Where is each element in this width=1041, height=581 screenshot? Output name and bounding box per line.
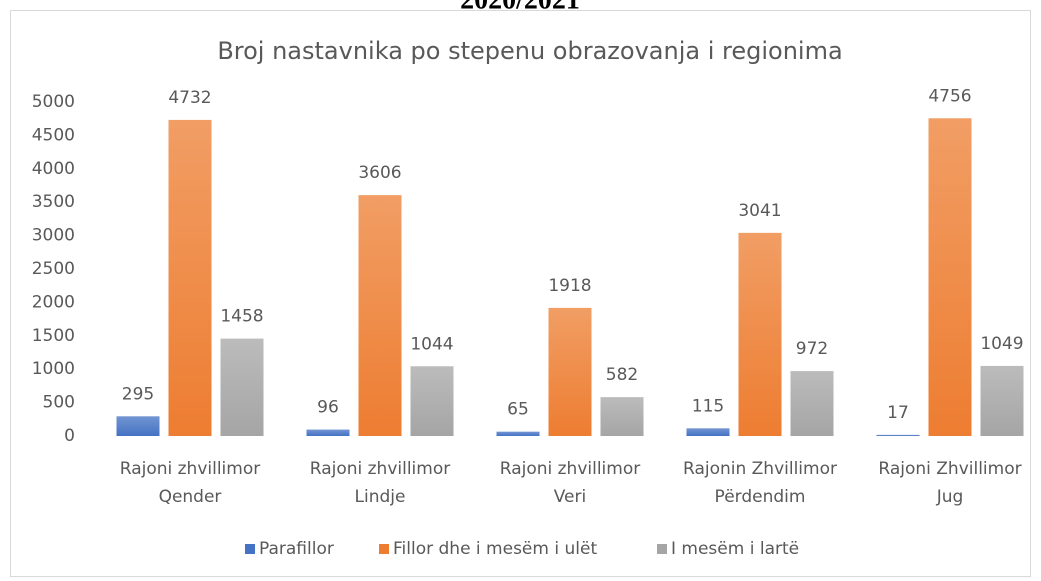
x-tick-label: Përdendim xyxy=(715,487,806,507)
bar xyxy=(980,365,1024,436)
y-tick-label: 1500 xyxy=(32,326,75,346)
data-label: 4756 xyxy=(928,86,971,106)
y-tick-label: 1000 xyxy=(32,359,75,379)
bar xyxy=(928,118,972,437)
bar xyxy=(548,307,592,436)
x-tick-label: Rajonin Zhvillimor xyxy=(683,459,837,479)
legend-label: I mesëm i lartë xyxy=(671,539,799,559)
data-label: 1044 xyxy=(410,334,453,354)
data-label: 3041 xyxy=(738,201,781,221)
x-tick-label: Veri xyxy=(554,487,586,507)
data-label: 1049 xyxy=(980,334,1023,354)
legend-label: Parafillor xyxy=(259,539,334,559)
bar xyxy=(876,434,920,436)
legend-swatch xyxy=(379,544,389,554)
data-label: 1918 xyxy=(548,276,591,296)
x-tick-label: Rajoni Zhvillimor xyxy=(878,459,1021,479)
bar xyxy=(686,428,730,436)
x-tick-label: Lindje xyxy=(355,487,406,507)
data-label: 115 xyxy=(692,396,724,416)
data-label: 295 xyxy=(122,384,154,404)
chart-title: Broj nastavnika po stepenu obrazovanja i… xyxy=(217,37,842,65)
data-label: 3606 xyxy=(358,163,401,183)
bar xyxy=(410,366,454,436)
y-tick-label: 4000 xyxy=(32,159,75,179)
bar xyxy=(168,119,212,436)
legend-swatch xyxy=(245,544,255,554)
x-tick-label: Qender xyxy=(159,487,222,507)
bar xyxy=(790,371,834,436)
legend-label: Fillor dhe i mesëm i ulët xyxy=(393,539,597,559)
bar xyxy=(220,338,264,436)
bar xyxy=(600,397,644,436)
data-label: 582 xyxy=(606,365,638,385)
y-tick-label: 2000 xyxy=(32,292,75,312)
data-label: 96 xyxy=(317,398,339,418)
bar xyxy=(358,195,402,436)
x-tick-label: Rajoni zhvillimor xyxy=(500,459,640,479)
x-tick-label: Rajoni zhvillimor xyxy=(120,459,260,479)
bar xyxy=(116,416,160,436)
y-tick-label: 500 xyxy=(43,393,75,413)
data-label: 1458 xyxy=(220,307,263,327)
y-tick-label: 5000 xyxy=(32,92,75,112)
legend-swatch xyxy=(657,544,667,554)
x-tick-label: Jug xyxy=(936,487,964,507)
y-tick-label: 0 xyxy=(64,426,75,446)
bar xyxy=(306,429,350,436)
x-tick-label: Rajoni zhvillimor xyxy=(310,459,450,479)
data-label: 17 xyxy=(887,403,909,423)
y-tick-label: 2500 xyxy=(32,259,75,279)
y-tick-label: 3500 xyxy=(32,192,75,212)
y-tick-label: 4500 xyxy=(32,125,75,145)
bar xyxy=(496,431,540,436)
y-tick-label: 3000 xyxy=(32,226,75,246)
data-label: 65 xyxy=(507,400,529,420)
page-header: 2020/2021 xyxy=(460,0,580,15)
data-label: 4732 xyxy=(168,88,211,108)
data-label: 972 xyxy=(796,339,828,359)
bar xyxy=(738,232,782,436)
